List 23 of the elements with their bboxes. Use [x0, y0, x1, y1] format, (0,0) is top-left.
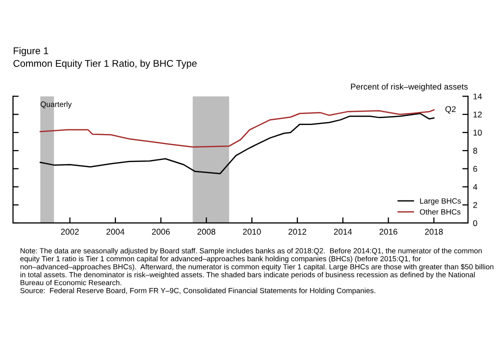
- line-series: [40, 109, 434, 148]
- y-tick-label: 8: [473, 148, 478, 154]
- x-tick-label: 2006: [152, 228, 170, 235]
- y-axis-title: Percent of risk–weighted assets: [351, 83, 468, 92]
- line-series: [40, 112, 434, 174]
- x-tick-label: 2008: [198, 228, 216, 235]
- x-tick-label: 2004: [106, 228, 124, 235]
- annotation: Q2: [445, 106, 456, 114]
- y-tick-label: 12: [473, 112, 482, 118]
- x-tick-label: 2016: [380, 228, 398, 235]
- x-tick-label: 2018: [425, 228, 443, 235]
- y-tick-label: 14: [473, 94, 482, 100]
- y-tick-label: 10: [473, 130, 482, 136]
- chart-subtitle: Common Equity Tier 1 Ratio, by BHC Type: [13, 60, 197, 69]
- x-tick-label: 2002: [61, 228, 79, 235]
- chart-title: Figure 1: [14, 47, 48, 56]
- y-tick-label: 6: [473, 166, 478, 172]
- y-tick-label: 0: [473, 220, 478, 226]
- x-tick-label: 2012: [288, 228, 306, 235]
- x-tick-label: 2010: [243, 228, 261, 235]
- y-tick-label: 2: [473, 202, 478, 208]
- x-tick-label: 2014: [334, 228, 352, 235]
- y-tick-label: 4: [473, 184, 478, 190]
